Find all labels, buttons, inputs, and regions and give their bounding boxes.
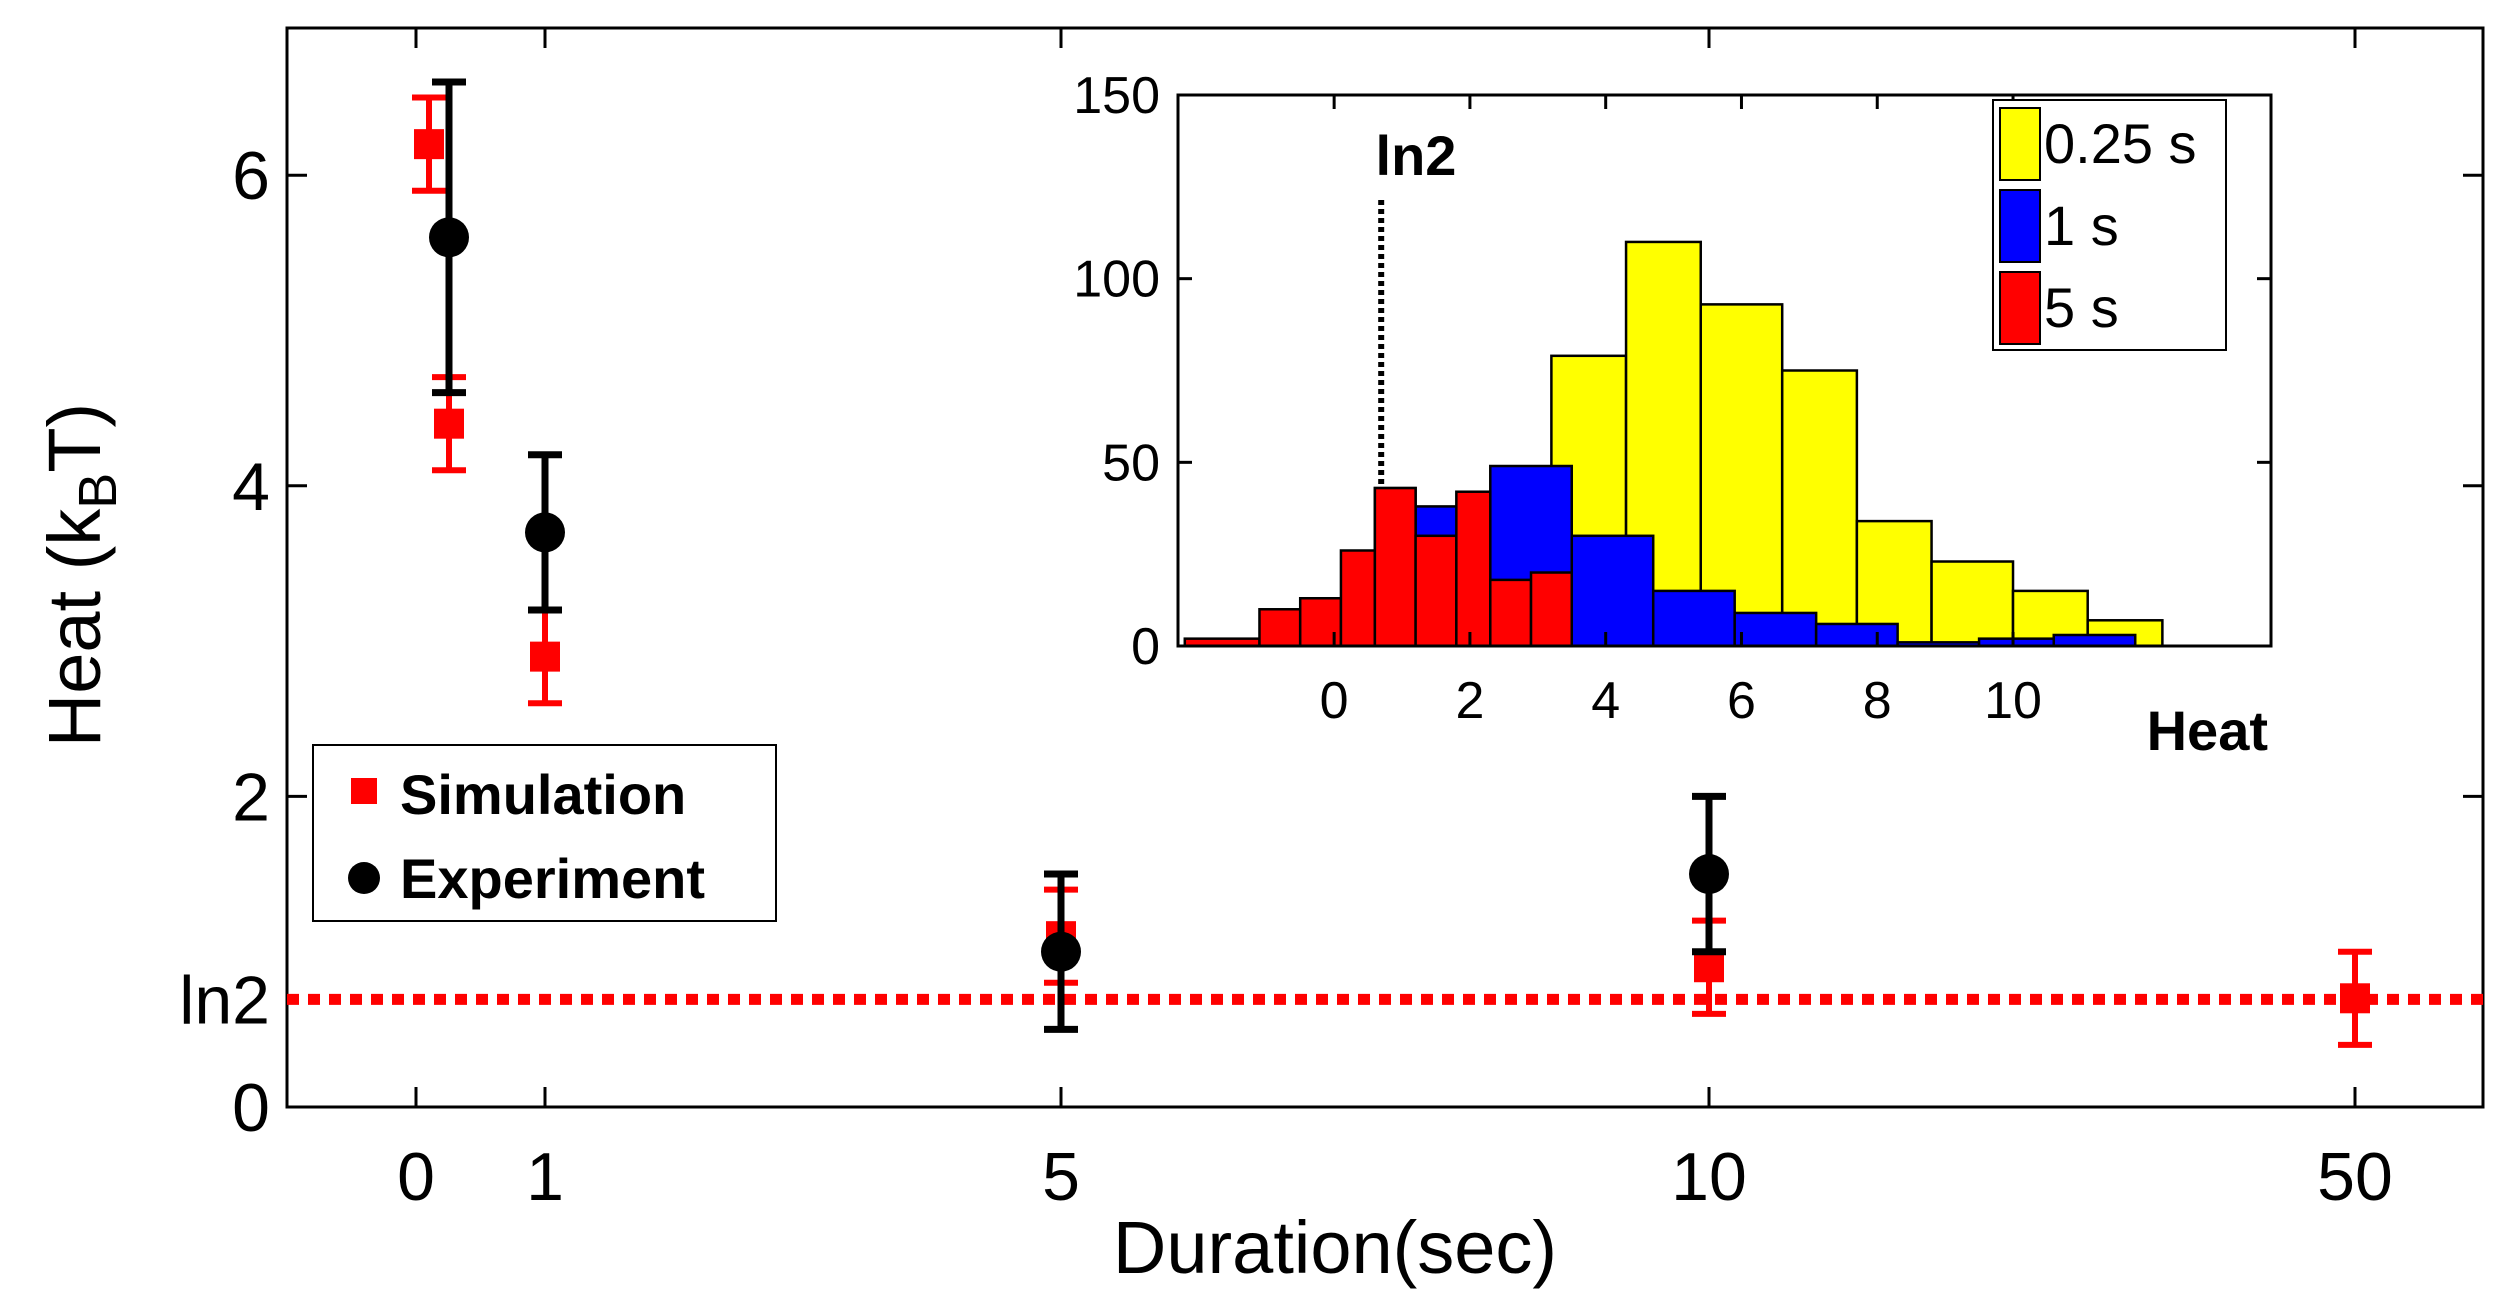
inset-x-tick-label: 10	[1984, 672, 2042, 730]
histogram-bar-1s	[1733, 611, 1818, 648]
experiment-legend-label: Experiment	[400, 847, 705, 910]
histogram-bar-5s	[1339, 549, 1377, 648]
ln2-tick-label: ln2	[179, 962, 270, 1038]
histogram-bar-1s	[1814, 622, 1899, 648]
experiment-point	[1689, 854, 1729, 895]
inset-y-tick-label: 100	[1073, 251, 1160, 309]
experiment-legend-marker	[348, 862, 380, 894]
histogram-bar-0.25s	[1780, 369, 1859, 648]
inset-ln2-label: ln2	[1376, 124, 1457, 187]
inset-x-tick-label: 0	[1320, 672, 1349, 730]
main-x-tick-label: 50	[2317, 1139, 2393, 1215]
inset-x-axis-label: Heat	[2147, 699, 2268, 762]
histogram-bar-5s	[1489, 578, 1533, 648]
histogram-bar-5s	[1373, 486, 1417, 648]
histogram-bar-5s	[1529, 571, 1574, 648]
histogram-bar-5s	[1455, 490, 1492, 648]
histogram-bar-1s	[1651, 589, 1736, 648]
inset-legend: 0.25 s 1 s 5 s	[1992, 99, 2227, 351]
inset-y-tick-label: 50	[1102, 434, 1160, 492]
main-x-tick-label: 0	[397, 1139, 435, 1215]
inset-x-tick-label: 2	[1455, 672, 1484, 730]
legend-swatch-0.25s	[1999, 107, 2041, 181]
main-y-tick-label: 2	[232, 759, 270, 835]
inset-x-tick-label: 6	[1727, 672, 1756, 730]
experiment-point	[429, 217, 469, 258]
main-x-axis-label: Duration(sec)	[1113, 1206, 1557, 1289]
simulation-legend-marker	[351, 778, 377, 804]
inset-y-tick-label: 150	[1073, 67, 1160, 125]
inset-x-tick-label: 8	[1863, 672, 1892, 730]
main-data-points	[412, 78, 2372, 1048]
inset-plot-frame	[1176, 93, 2273, 648]
main-y-tick-label: 4	[232, 449, 270, 525]
main-axis-ticks: 0 1 5 10 50 0 2 4 6	[232, 28, 2483, 1215]
legend-label-5s: 5 s	[2044, 276, 2119, 339]
legend-swatch-1s	[1999, 189, 2041, 263]
histogram-bar-5s	[1414, 534, 1458, 648]
main-x-tick-label: 1	[526, 1139, 564, 1215]
simulation-point	[530, 641, 560, 672]
main-y-tick-label: 0	[232, 1070, 270, 1146]
main-legend-box	[312, 744, 777, 922]
main-x-tick-label: 5	[1042, 1139, 1080, 1215]
legend-swatch-5s	[1999, 271, 2041, 345]
legend-label-0.25s: 0.25 s	[2044, 112, 2197, 175]
experiment-point	[525, 512, 565, 553]
simulation-point	[2340, 983, 2370, 1014]
simulation-legend-label: Simulation	[400, 763, 686, 826]
simulation-point	[1694, 952, 1724, 983]
histogram-bar-0.25s	[1930, 560, 2015, 648]
simulation-point	[414, 129, 444, 160]
histogram-bar-1s	[1570, 534, 1655, 648]
inset-ln2-marker: ln2	[1376, 124, 1457, 489]
main-y-axis-label: Heat (kBT)	[33, 403, 128, 747]
inset-x-tick-label: 4	[1591, 672, 1620, 730]
simulation-point	[434, 408, 464, 439]
histogram-bar-1s	[2052, 633, 2137, 648]
legend-label-1s: 1 s	[2044, 194, 2119, 257]
experiment-point	[1041, 931, 1081, 972]
inset-histogram-bars	[1183, 240, 2164, 648]
histogram-bar-5s	[1258, 608, 1302, 648]
ln2-reference-line-group: ln2	[179, 962, 2483, 1038]
histogram-bar-0.25s	[1699, 303, 1784, 648]
main-y-tick-label: 6	[232, 138, 270, 214]
inset-y-tick-label: 0	[1131, 618, 1160, 676]
main-legend: Simulation Experiment	[312, 744, 777, 922]
main-x-tick-label: 10	[1671, 1139, 1747, 1215]
